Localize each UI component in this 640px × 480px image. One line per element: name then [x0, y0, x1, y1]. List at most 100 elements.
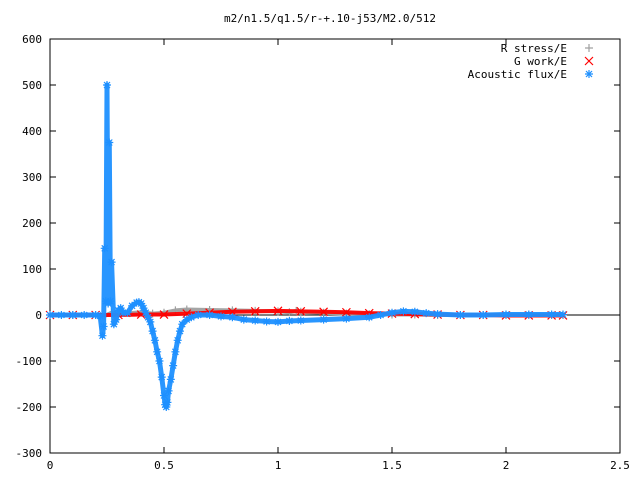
data-point [157, 373, 166, 382]
y-tick-label: -200 [16, 401, 43, 414]
legend-marker [585, 70, 593, 78]
y-tick-label: 300 [22, 171, 42, 184]
data-point [547, 310, 556, 319]
data-point [173, 336, 182, 345]
data-point [319, 315, 328, 324]
legend-marker [585, 44, 593, 52]
data-point [422, 309, 431, 318]
data-point [96, 311, 105, 320]
data-point [285, 316, 294, 325]
data-point [217, 312, 225, 321]
data-point [194, 311, 203, 319]
y-tick-label: -300 [16, 447, 43, 460]
data-point [128, 301, 137, 310]
data-point [99, 322, 108, 331]
data-point [502, 310, 510, 319]
data-point [178, 320, 187, 329]
data-point [456, 311, 465, 319]
axes: 0 0.5 1 1.5 2 2.5 600 500 400 300 200 100 0 -100 -200 -… [16, 33, 630, 472]
data-point [105, 138, 114, 147]
data-point [57, 311, 66, 319]
data-point [171, 347, 180, 356]
data-point [175, 327, 184, 336]
plot-frame [49, 38, 621, 454]
x-tick-label: 2 [503, 459, 510, 472]
legend-label: R stress/E [501, 42, 567, 55]
data-point [410, 307, 419, 316]
data-point [250, 306, 260, 316]
data-point [146, 317, 155, 326]
data-point [112, 315, 121, 324]
data-point [342, 314, 351, 323]
data-point [134, 298, 143, 307]
data-point [273, 306, 283, 316]
legend-label: Acoustic flux/E [468, 68, 567, 81]
data-point [399, 307, 408, 316]
data-point [365, 313, 374, 322]
x-tick-label: 0 [47, 459, 54, 472]
series-layer [45, 81, 568, 411]
data-point [182, 315, 191, 324]
y-tick-label: 500 [22, 79, 42, 92]
data-point [341, 307, 351, 317]
data-point [107, 258, 116, 267]
data-point [166, 375, 175, 384]
data-point [433, 310, 442, 319]
data-point [296, 316, 305, 325]
data-point [164, 386, 173, 395]
y-tick-label: 600 [22, 33, 42, 46]
data-point [118, 308, 127, 317]
x-tick-label: 1.5 [382, 459, 402, 472]
data-point [274, 317, 282, 326]
data-point [169, 361, 178, 370]
data-point [80, 311, 89, 319]
data-point [251, 316, 260, 325]
data-point [68, 311, 77, 319]
data-point [144, 313, 153, 322]
data-point [109, 320, 118, 329]
y-tick-label: -100 [16, 355, 43, 368]
data-point [524, 310, 533, 319]
data-point [100, 244, 109, 253]
data-point [106, 297, 115, 306]
data-point [98, 331, 107, 340]
data-point [388, 308, 396, 317]
data-point [376, 311, 385, 319]
y-tick-label: 100 [22, 263, 42, 276]
data-point [46, 311, 54, 319]
x-tick-label: 2.5 [610, 459, 630, 472]
x-tick-label: 0.5 [154, 459, 174, 472]
data-point [205, 311, 214, 319]
data-point [155, 357, 164, 365]
data-point [479, 311, 488, 319]
data-point [159, 310, 169, 319]
legend-label: G work/E [514, 55, 567, 68]
data-point [137, 299, 146, 308]
data-point [160, 391, 168, 400]
legend-marker [584, 56, 594, 66]
y-tick-label: 0 [35, 309, 42, 322]
x-tick-label: 1 [275, 459, 282, 472]
y-tick-label: 400 [22, 125, 42, 138]
data-point [187, 313, 196, 322]
series-2 [46, 81, 567, 411]
data-point [559, 310, 567, 319]
data-point [150, 336, 159, 345]
data-point [163, 398, 172, 407]
data-point [162, 403, 171, 411]
data-point [91, 311, 100, 319]
data-point [141, 308, 150, 317]
data-point [296, 306, 306, 316]
data-point [116, 304, 125, 313]
data-point [123, 308, 132, 317]
data-point [153, 347, 162, 356]
data-point [228, 313, 237, 322]
data-point [239, 315, 248, 324]
data-point [319, 307, 329, 317]
data-point [139, 304, 148, 313]
series-band [50, 82, 563, 410]
chart-title: m2/n1.5/q1.5/r-+.10-j53/M2.0/512 [224, 12, 436, 25]
data-point [148, 327, 157, 336]
